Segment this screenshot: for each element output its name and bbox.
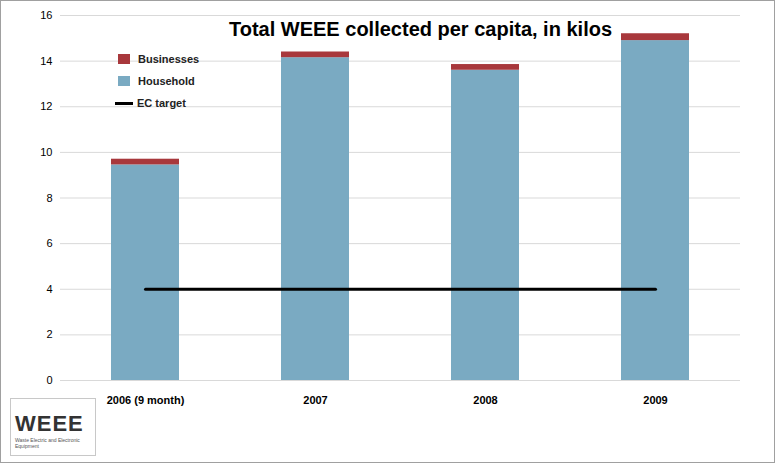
svg-text:2008: 2008 bbox=[473, 394, 497, 406]
svg-text:2009: 2009 bbox=[643, 394, 667, 406]
svg-text:16: 16 bbox=[40, 9, 52, 21]
html-text:EC target: EC target bbox=[137, 97, 186, 109]
svg-text:2: 2 bbox=[46, 328, 52, 340]
html-text:WEEE: WEEE bbox=[15, 411, 84, 436]
svg-text:14: 14 bbox=[40, 55, 52, 67]
svg-text:6: 6 bbox=[46, 237, 52, 249]
html-text:Waste Electric and Electronic: Waste Electric and Electronic Equipment bbox=[15, 437, 80, 449]
svg-text:12: 12 bbox=[40, 100, 52, 112]
svg-text:4: 4 bbox=[46, 283, 52, 295]
svg-text:2007: 2007 bbox=[303, 394, 327, 406]
html-text:Household: Household bbox=[138, 75, 195, 87]
svg-text:10: 10 bbox=[40, 146, 52, 158]
svg-text:0: 0 bbox=[46, 374, 52, 386]
svg-text:2006 (9 month): 2006 (9 month) bbox=[107, 394, 185, 406]
svg-text:8: 8 bbox=[46, 192, 52, 204]
svg-text:Total WEEE collected per capit: Total WEEE collected per capita, in kilo… bbox=[229, 18, 612, 40]
html-text:Businesses: Businesses bbox=[138, 53, 200, 65]
